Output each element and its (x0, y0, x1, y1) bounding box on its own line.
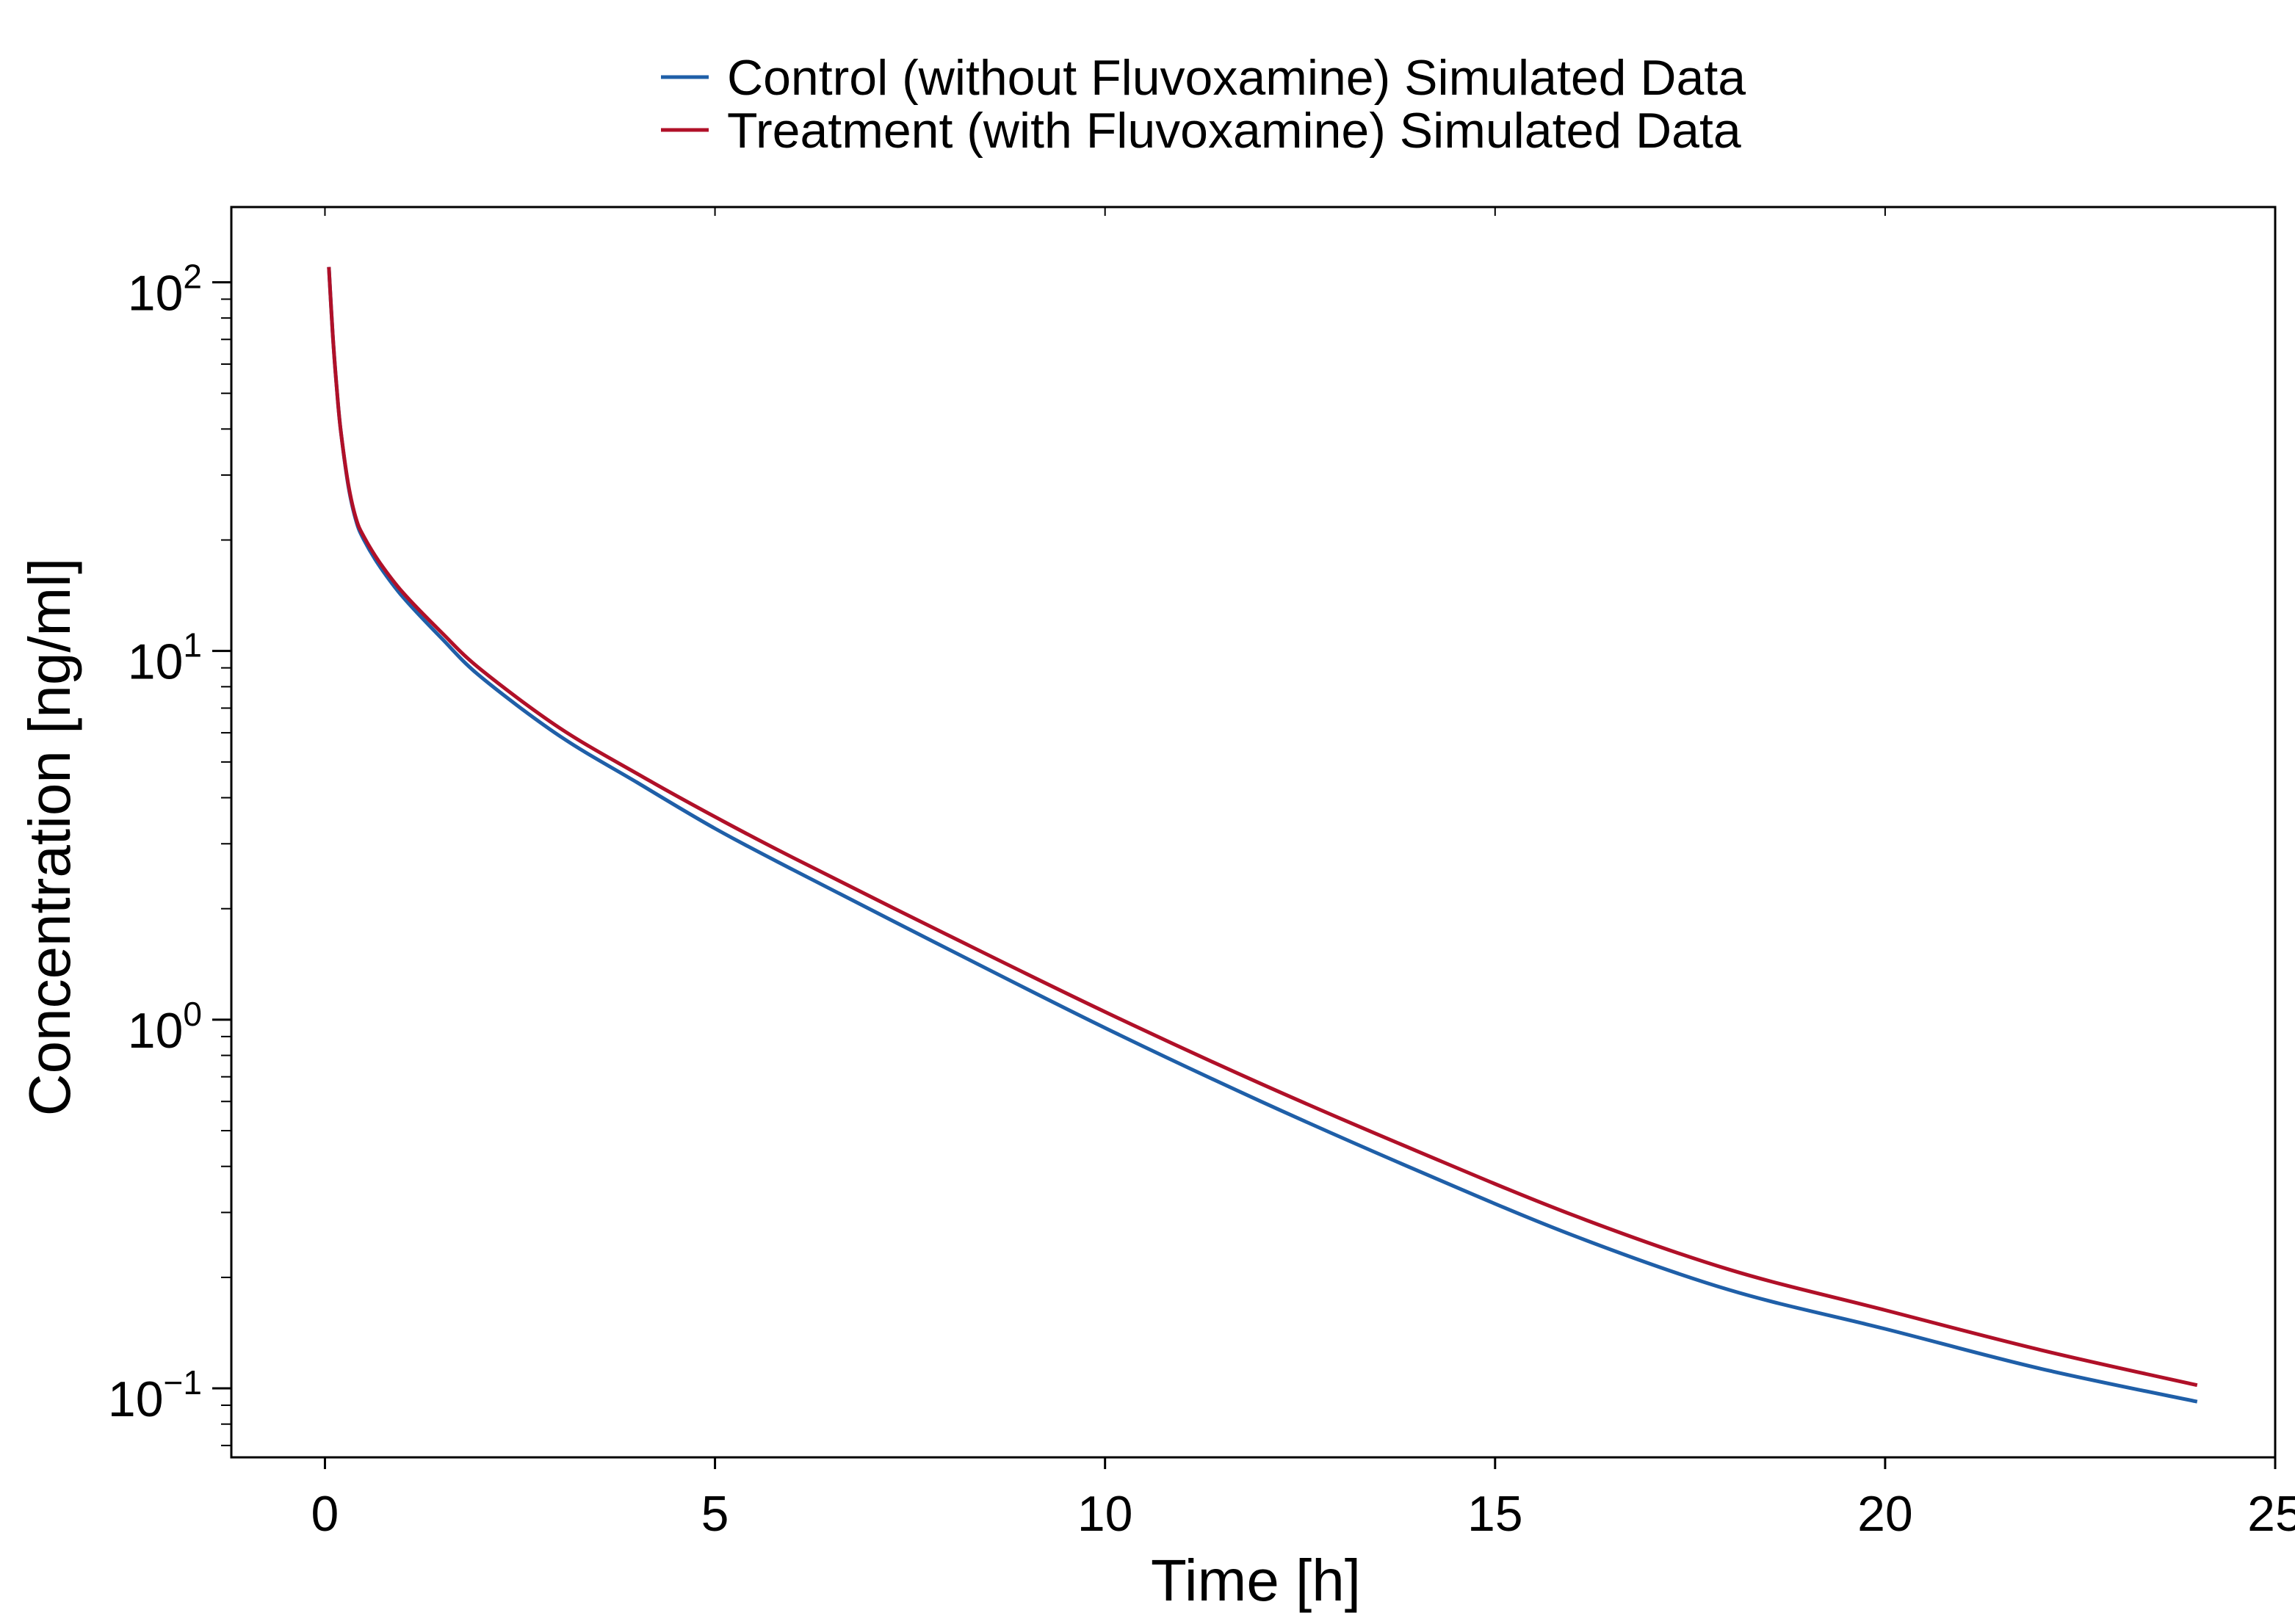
y-tick-label: 101 (128, 626, 202, 690)
y-axis: 102 101 100 10−1 (108, 258, 231, 1446)
y-tick-label: 102 (128, 258, 202, 322)
x-axis-label: Time [h] (1151, 1548, 1361, 1613)
x-tick-label: 10 (1077, 1486, 1133, 1542)
plot-area-frame (230, 206, 2277, 1459)
x-tick-label: 0 (311, 1486, 339, 1542)
legend: Control (without Fluvoxamine) Simulated … (661, 50, 1746, 159)
x-tick-label: 15 (1467, 1486, 1523, 1542)
y-tick-label: 10−1 (108, 1363, 202, 1427)
x-tick-label: 25 (2247, 1486, 2295, 1542)
series-line-control (327, 267, 2198, 1404)
legend-entry-label: Control (without Fluvoxamine) Simulated … (727, 50, 1746, 106)
y-axis-label: Concentration [ng/ml] (17, 558, 82, 1116)
series-layer (327, 267, 2198, 1404)
x-axis: 0 5 10 15 20 25 (311, 207, 2295, 1542)
x-tick-label: 20 (1857, 1486, 1913, 1542)
x-tick-label: 5 (701, 1486, 729, 1542)
legend-entry-label: Treatment (with Fluvoxamine) Simulated D… (727, 103, 1741, 159)
series-line-treatment (327, 267, 2198, 1388)
y-tick-label: 100 (128, 995, 202, 1059)
